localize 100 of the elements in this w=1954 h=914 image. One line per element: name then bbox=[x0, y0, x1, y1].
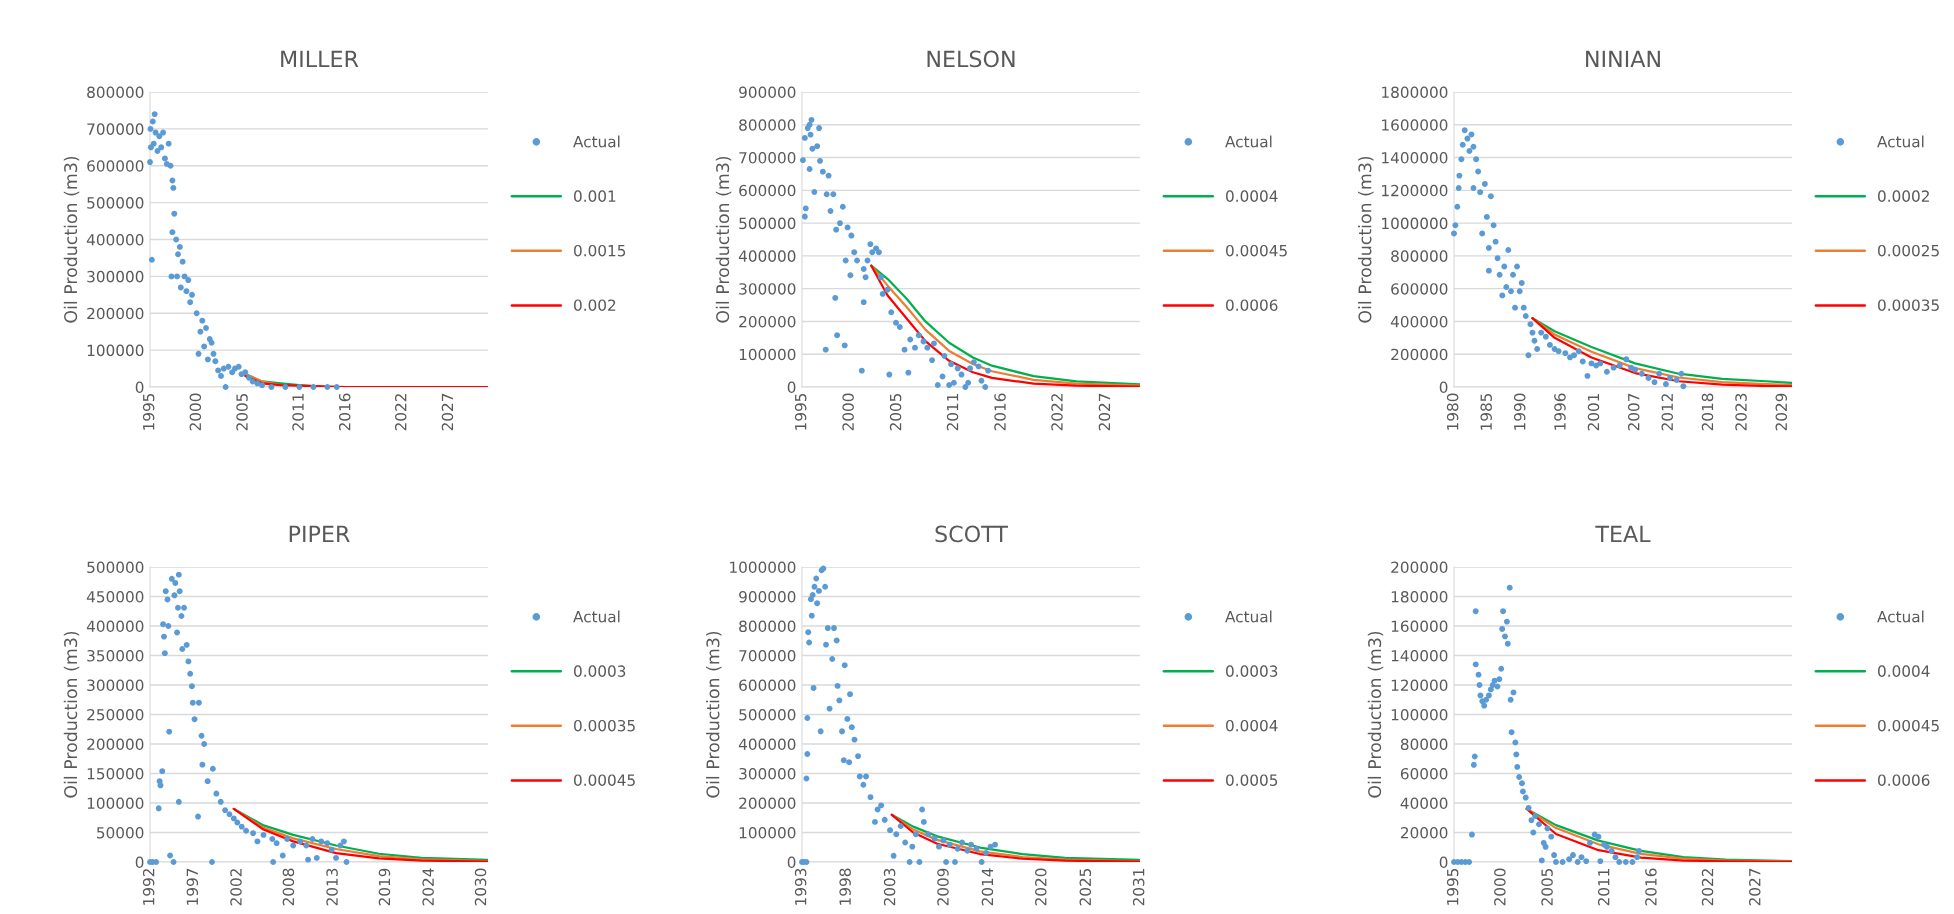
y-tick-label: 80000 bbox=[1400, 738, 1448, 751]
x-tick-label: 1995 bbox=[794, 393, 807, 430]
y-tick-label: 200000 bbox=[739, 315, 796, 328]
y-tick-label: 600000 bbox=[1391, 283, 1448, 295]
y-tick-label: 450000 bbox=[86, 590, 144, 603]
y-tick-label: 100000 bbox=[87, 344, 144, 357]
x-tick-label: 2019 bbox=[378, 868, 391, 906]
y-tick-label: 400000 bbox=[738, 250, 796, 262]
x-tick-label: 2022 bbox=[1701, 869, 1714, 906]
x-tick-label: 2005 bbox=[236, 393, 248, 431]
chart-title: SCOTT bbox=[935, 525, 1008, 543]
y-tick-label: 160000 bbox=[1391, 620, 1448, 633]
x-tick-label: 2000 bbox=[189, 393, 202, 431]
x-tick-label: 2023 bbox=[1735, 393, 1747, 431]
line-series bbox=[232, 807, 488, 862]
x-tick-label: 2025 bbox=[1079, 868, 1092, 906]
y-tick-label: 200000 bbox=[1391, 561, 1448, 574]
y-tick-label: 0 bbox=[1439, 856, 1448, 869]
legend-label: 0.002 bbox=[574, 299, 616, 311]
y-tick-label: 600000 bbox=[87, 160, 144, 172]
legend-label: 0.0015 bbox=[574, 244, 626, 257]
x-tick-label: 2005 bbox=[1541, 868, 1553, 906]
y-tick-label: 150000 bbox=[87, 767, 144, 780]
x-tick-label: 2022 bbox=[394, 394, 407, 431]
legend-label: 0.0002 bbox=[1878, 190, 1929, 202]
x-tick-label: 2011 bbox=[1597, 868, 1610, 906]
y-tick-label: 500000 bbox=[739, 217, 796, 230]
y-tick-label: 140000 bbox=[1391, 649, 1448, 662]
legend-label: Actual bbox=[1877, 610, 1924, 623]
legend-label: 0.0004 bbox=[1878, 665, 1930, 677]
y-tick-label: 400000 bbox=[738, 738, 796, 751]
legend-label: 0.001 bbox=[574, 190, 616, 202]
chart-title: TEAL bbox=[1595, 525, 1651, 542]
y-tick-label: 100000 bbox=[87, 797, 144, 810]
legend-label: 0.0006 bbox=[1226, 299, 1278, 311]
y-axis-title: Oil Production (m3) bbox=[1358, 156, 1374, 323]
y-tick-label: 400000 bbox=[86, 233, 144, 246]
chart-title: PIPER bbox=[289, 525, 350, 542]
y-tick-label: 0 bbox=[787, 856, 796, 869]
legend-label: 0.00045 bbox=[1878, 719, 1939, 732]
x-tick-label: 2005 bbox=[889, 393, 902, 431]
y-tick-label: 1000000 bbox=[730, 561, 796, 574]
y-tick-label: 60000 bbox=[1400, 767, 1448, 780]
y-axis-title: Oil Production (m3) bbox=[63, 631, 80, 798]
y-tick-label: 300000 bbox=[87, 679, 144, 692]
legend-label: 0.00045 bbox=[574, 774, 635, 786]
y-tick-label: 1200000 bbox=[1382, 184, 1448, 197]
legend-label: 0.00035 bbox=[1878, 299, 1939, 311]
y-tick-label: 40000 bbox=[1400, 797, 1448, 810]
x-tick-label: 2009 bbox=[937, 868, 949, 906]
y-tick-label: 700000 bbox=[739, 649, 796, 662]
y-tick-label: 200000 bbox=[87, 307, 144, 320]
y-tick-label: 0 bbox=[135, 856, 144, 869]
y-tick-label: 400000 bbox=[86, 620, 144, 633]
legend-label: Actual bbox=[1225, 610, 1272, 623]
y-tick-label: 1400000 bbox=[1382, 152, 1448, 164]
y-tick-label: 100000 bbox=[1391, 708, 1448, 721]
y-tick-label: 350000 bbox=[87, 649, 144, 662]
legend-label: 0.0004 bbox=[1226, 190, 1278, 202]
x-tick-label: 2016 bbox=[338, 393, 351, 431]
line-series bbox=[890, 813, 1140, 862]
x-tick-label: 1995 bbox=[1446, 868, 1459, 905]
x-tick-label: 2018 bbox=[1701, 393, 1714, 431]
x-tick-label: 2029 bbox=[1775, 393, 1788, 431]
y-tick-label: 0 bbox=[135, 381, 144, 394]
y-tick-label: 700000 bbox=[87, 123, 144, 135]
x-tick-label: 1993 bbox=[794, 868, 807, 905]
x-tick-label: 1980 bbox=[1446, 393, 1459, 430]
y-axis-title: Oil Production (m3) bbox=[63, 156, 80, 323]
y-tick-label: 100000 bbox=[739, 826, 796, 839]
x-tick-label: 2007 bbox=[1627, 393, 1640, 431]
x-tick-label: 2027 bbox=[1098, 393, 1111, 431]
x-tick-label: 1995 bbox=[142, 393, 155, 430]
y-axis-title: Oil Production (m3) bbox=[715, 156, 732, 323]
x-tick-label: 1990 bbox=[1513, 393, 1526, 430]
x-tick-label: 2000 bbox=[1494, 868, 1506, 906]
y-tick-label: 20000 bbox=[1400, 826, 1448, 839]
x-tick-label: 2002 bbox=[230, 869, 242, 906]
legend-label: 0.0004 bbox=[1226, 719, 1278, 732]
y-tick-label: 300000 bbox=[739, 767, 796, 780]
line-series bbox=[1525, 807, 1792, 862]
legend-label: 0.0005 bbox=[1226, 774, 1278, 786]
legend-label: Actual bbox=[573, 135, 620, 148]
legend-label: 0.00045 bbox=[1226, 244, 1287, 257]
x-tick-label: 1997 bbox=[186, 868, 199, 905]
x-tick-label: 2022 bbox=[1051, 394, 1063, 431]
y-axis-title: Oil Production (m3) bbox=[706, 631, 722, 798]
legend-label: 0.00035 bbox=[574, 719, 635, 732]
legend-label: 0.0003 bbox=[1226, 665, 1278, 677]
x-tick-label: 2016 bbox=[1645, 868, 1657, 906]
y-tick-label: 200000 bbox=[1391, 348, 1448, 361]
legend-label: Actual bbox=[573, 610, 620, 623]
x-tick-label: 1992 bbox=[142, 869, 155, 905]
x-tick-label: 2031 bbox=[1132, 868, 1145, 906]
legend-label: 0.0003 bbox=[574, 665, 626, 677]
x-tick-label: 2012 bbox=[1661, 394, 1674, 431]
y-tick-label: 120000 bbox=[1391, 679, 1448, 692]
y-tick-label: 200000 bbox=[739, 797, 796, 810]
x-tick-label: 2024 bbox=[422, 868, 434, 906]
x-tick-label: 2011 bbox=[292, 393, 304, 431]
